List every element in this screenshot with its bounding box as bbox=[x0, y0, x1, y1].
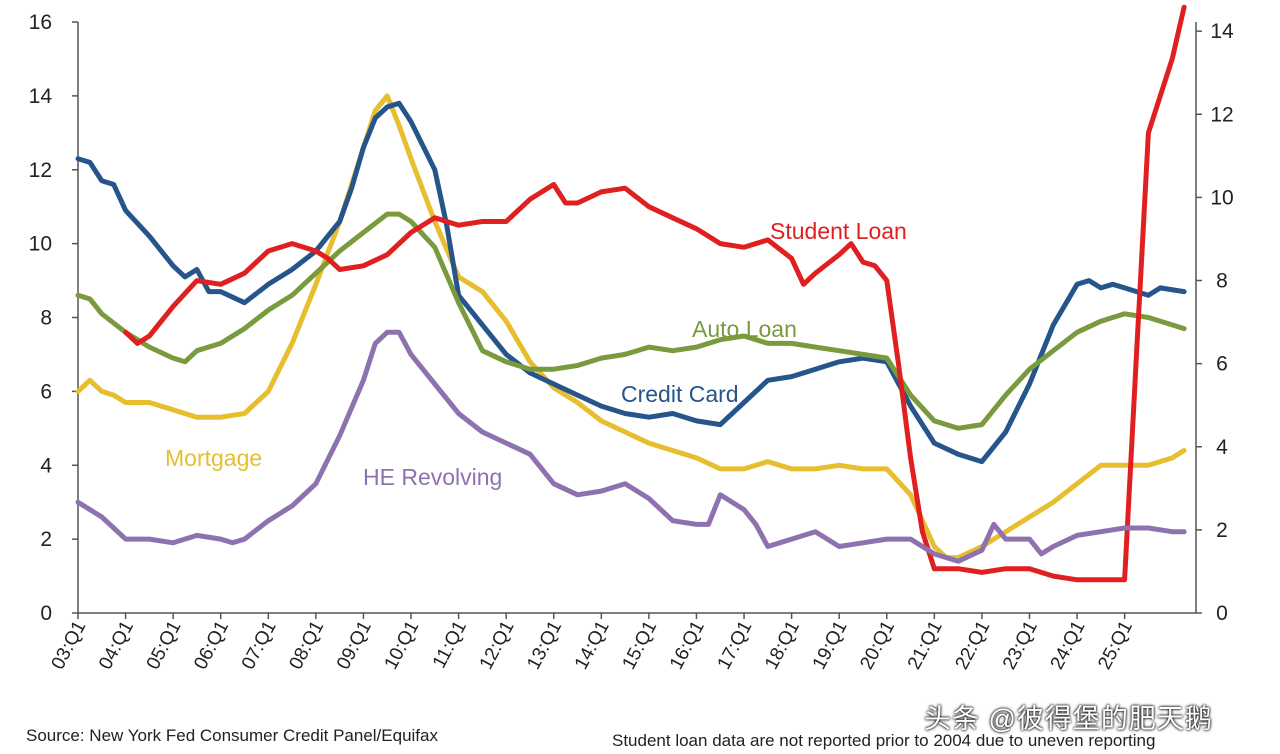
x-tick-label: 13:Q1 bbox=[523, 617, 566, 673]
x-tick-label: 12:Q1 bbox=[476, 617, 519, 673]
x-tick-label: 16:Q1 bbox=[666, 617, 709, 673]
x-tick-label: 04:Q1 bbox=[95, 617, 138, 673]
x-tick-label: 15:Q1 bbox=[618, 617, 661, 673]
y2-tick-label: 2 bbox=[1216, 519, 1228, 542]
x-tick-label: 19:Q1 bbox=[809, 617, 852, 673]
x-tick-label: 03:Q1 bbox=[48, 617, 91, 673]
y-tick-label: 14 bbox=[29, 85, 53, 108]
y-tick-label: 0 bbox=[40, 602, 52, 625]
series-label-auto-loan: Auto Loan bbox=[692, 316, 797, 342]
y-tick-label: 6 bbox=[40, 380, 52, 403]
x-tick-label: 05:Q1 bbox=[143, 617, 186, 673]
x-tick-label: 11:Q1 bbox=[429, 617, 471, 671]
y2-tick-label: 6 bbox=[1216, 353, 1228, 376]
y-tick-label: 2 bbox=[40, 528, 52, 551]
x-tick-label: 10:Q1 bbox=[381, 617, 424, 673]
x-tick-label: 14:Q1 bbox=[571, 617, 614, 673]
x-tick-label: 09:Q1 bbox=[333, 617, 376, 673]
y-tick-label: 10 bbox=[29, 233, 52, 256]
series-label-student-loan: Student Loan bbox=[770, 218, 907, 244]
series-line-he-revolving bbox=[75, 329, 1187, 564]
y2-tick-label: 0 bbox=[1216, 602, 1228, 625]
watermark: 头条 @彼得堡的肥天鹅 bbox=[924, 704, 1213, 734]
x-tick-label: 21:Q1 bbox=[904, 617, 947, 673]
x-tick-label: 25:Q1 bbox=[1094, 617, 1137, 673]
x-tick-label: 22:Q1 bbox=[951, 617, 994, 673]
y-tick-label: 12 bbox=[29, 159, 52, 182]
series-line-auto-loan bbox=[75, 211, 1187, 431]
y-tick-label: 16 bbox=[29, 11, 52, 34]
series-label-he-revolving: HE Revolving bbox=[363, 464, 502, 490]
x-tick-label: 08:Q1 bbox=[285, 617, 328, 673]
x-tick-label: 23:Q1 bbox=[999, 617, 1042, 673]
y2-tick-label: 12 bbox=[1210, 103, 1233, 126]
series-line-student-loan bbox=[123, 4, 1187, 583]
chart-series bbox=[75, 4, 1187, 583]
x-tick-label: 07:Q1 bbox=[238, 617, 281, 673]
x-tick-label: 24:Q1 bbox=[1047, 617, 1090, 673]
y2-tick-label: 4 bbox=[1216, 436, 1228, 459]
series-line-credit-card bbox=[75, 100, 1187, 465]
y-tick-label: 4 bbox=[40, 454, 52, 477]
x-tick-label: 17:Q1 bbox=[714, 617, 757, 673]
series-label-mortgage: Mortgage bbox=[165, 445, 262, 471]
y2-tick-label: 8 bbox=[1216, 270, 1228, 293]
x-tick-label: 18:Q1 bbox=[761, 617, 804, 673]
y2-tick-label: 10 bbox=[1210, 186, 1233, 209]
source-note: Source: New York Fed Consumer Credit Pan… bbox=[26, 726, 438, 745]
x-tick-label: 20:Q1 bbox=[856, 617, 899, 673]
x-tick-label: 06:Q1 bbox=[190, 617, 233, 673]
student-loan-note: Student loan data are not reported prior… bbox=[612, 731, 1156, 750]
y2-tick-label: 14 bbox=[1210, 20, 1234, 43]
chart-labels: Student Loan Auto Loan Credit Card Mortgage… bbox=[165, 218, 907, 490]
y-tick-label: 8 bbox=[40, 307, 52, 330]
series-label-credit-card: Credit Card bbox=[621, 381, 739, 407]
